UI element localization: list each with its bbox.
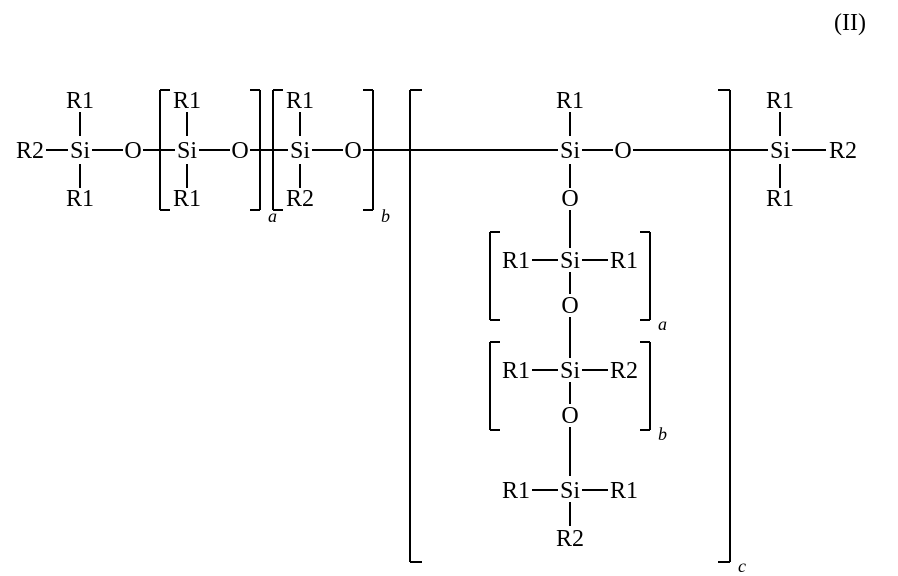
atom-r1: R1 [502, 358, 530, 384]
atom-r2: R2 [556, 526, 584, 552]
atom-si: Si [290, 138, 310, 164]
atom-o: O [124, 138, 141, 164]
atom-si: Si [770, 138, 790, 164]
atom-r1: R1 [502, 478, 530, 504]
subscript-b: b [381, 206, 390, 226]
atom-r1: R1 [610, 248, 638, 274]
atom-r1: R1 [173, 88, 201, 114]
atom-r2: R2 [286, 186, 314, 212]
atom-o: O [614, 138, 631, 164]
atom-si: Si [177, 138, 197, 164]
atom-o: O [561, 293, 578, 319]
atom-r1: R1 [766, 186, 794, 212]
atom-r1: R1 [766, 88, 794, 114]
atom-o: O [561, 403, 578, 429]
atom-si: Si [560, 478, 580, 504]
atom-si: Si [560, 138, 580, 164]
subscript-a: a [658, 314, 667, 334]
atom-r1: R1 [66, 186, 94, 212]
atom-o: O [344, 138, 361, 164]
atom-r2: R2 [829, 138, 857, 164]
equation-label: (II) [834, 10, 866, 36]
atom-r1: R1 [66, 88, 94, 114]
atom-r2: R2 [610, 358, 638, 384]
atom-r1: R1 [610, 478, 638, 504]
atom-r1: R1 [502, 248, 530, 274]
atom-o: O [231, 138, 248, 164]
atom-r1: R1 [286, 88, 314, 114]
atom-r1: R1 [173, 186, 201, 212]
atom-si: Si [70, 138, 90, 164]
subscript-b: b [658, 424, 667, 444]
atom-si: Si [560, 358, 580, 384]
atom-r1: R1 [556, 88, 584, 114]
subscript-c: c [738, 556, 746, 576]
atom-r2: R2 [16, 138, 44, 164]
atom-o: O [561, 186, 578, 212]
chemical-structure-diagram: (II) R2 Si R1 R1 O Si R1 R1 O a Si R1 R2… [0, 0, 898, 576]
atom-si: Si [560, 248, 580, 274]
